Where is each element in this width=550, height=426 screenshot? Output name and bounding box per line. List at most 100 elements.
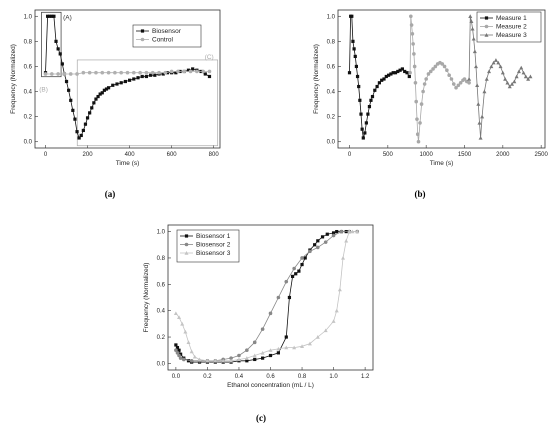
data-point (521, 70, 526, 75)
data-point (191, 67, 195, 71)
data-point (315, 335, 320, 339)
legend-label: Biosensor 3 (196, 250, 231, 257)
data-point (413, 80, 418, 85)
annotation-box (76, 59, 219, 147)
data-point (331, 319, 336, 323)
data-point (433, 64, 438, 69)
y-tick-label: 0.0 (24, 140, 33, 146)
data-point (468, 14, 473, 18)
data-point (411, 42, 415, 46)
data-point (415, 117, 419, 121)
data-point (207, 74, 212, 79)
data-point (150, 70, 155, 75)
data-point (140, 74, 144, 79)
data-point (516, 69, 521, 74)
data-point (173, 311, 178, 316)
chart-panel-2: 0 500 1000 1500 2000 2500 0.0 0.2 0.4 0.6 0.8 1.0 Ti… (313, 9, 548, 199)
data-point (476, 102, 481, 106)
data-point (175, 351, 180, 355)
data-point (478, 135, 483, 140)
data-point (484, 77, 489, 81)
data-point (505, 80, 510, 85)
data-point (496, 60, 501, 65)
data-point (352, 47, 356, 51)
data-point (252, 353, 257, 358)
data-point (182, 69, 187, 74)
data-point (316, 239, 320, 243)
data-point (360, 127, 364, 131)
data-point (361, 136, 365, 140)
data-point (422, 82, 427, 86)
data-point (351, 39, 355, 43)
data-point (174, 71, 178, 75)
data-point (320, 235, 325, 239)
data-point (276, 346, 281, 351)
data-point (353, 54, 357, 59)
x-tick-label: 0.4 (235, 374, 244, 380)
panel-label: (c) (256, 413, 266, 423)
data-point (188, 69, 193, 74)
data-point (174, 348, 178, 353)
data-point (510, 82, 515, 86)
y-tick-label: 0.6 (24, 64, 33, 70)
data-point (75, 130, 79, 134)
x-tick-label: 2500 (534, 152, 548, 158)
data-point (398, 68, 402, 72)
data-point (418, 121, 422, 125)
data-point (325, 232, 329, 236)
x-tick-label: 200 (83, 152, 94, 158)
data-point (350, 14, 354, 18)
data-point (472, 49, 477, 54)
data-point (132, 70, 136, 75)
data-point (100, 70, 105, 75)
data-point (260, 350, 265, 355)
data-point (43, 72, 48, 76)
data-point (334, 308, 339, 313)
y-tick-label: 0.8 (327, 39, 336, 45)
y-tick-label: 0.4 (327, 90, 336, 96)
data-point (157, 70, 161, 75)
data-point (366, 112, 370, 116)
data-point (300, 344, 305, 348)
data-point (236, 357, 241, 362)
x-tick-label: 0.6 (266, 374, 275, 380)
data-point (79, 133, 83, 138)
data-point (64, 79, 69, 84)
legend-label: Biosensor 2 (196, 242, 231, 249)
data-point (189, 358, 194, 363)
data-point (213, 358, 218, 363)
data-point (384, 74, 388, 79)
data-point (229, 358, 234, 363)
data-point (68, 72, 73, 76)
x-tick-label: 2000 (496, 152, 510, 158)
data-point (377, 81, 381, 85)
data-point (177, 353, 181, 358)
y-tick-label: 0.4 (157, 309, 166, 315)
data-point (115, 82, 119, 86)
data-point (87, 70, 92, 75)
data-point (307, 341, 312, 346)
data-point (237, 353, 241, 358)
data-point (512, 79, 517, 84)
data-point (467, 80, 471, 85)
data-point (424, 77, 428, 81)
data-point (339, 229, 344, 234)
data-point (186, 68, 191, 72)
data-point (153, 73, 157, 77)
data-point (523, 74, 528, 79)
series-3 (467, 14, 533, 140)
data-point (528, 74, 533, 79)
data-point (183, 329, 188, 334)
annotation-box (41, 11, 62, 78)
x-tick-label: 0.8 (298, 374, 307, 380)
data-point (491, 60, 496, 65)
data-point (409, 23, 414, 27)
data-point (313, 243, 317, 247)
data-point (253, 357, 257, 362)
data-point (90, 106, 94, 110)
data-point (300, 262, 304, 267)
data-point (297, 269, 301, 273)
data-point (354, 64, 358, 69)
data-point (125, 70, 130, 75)
